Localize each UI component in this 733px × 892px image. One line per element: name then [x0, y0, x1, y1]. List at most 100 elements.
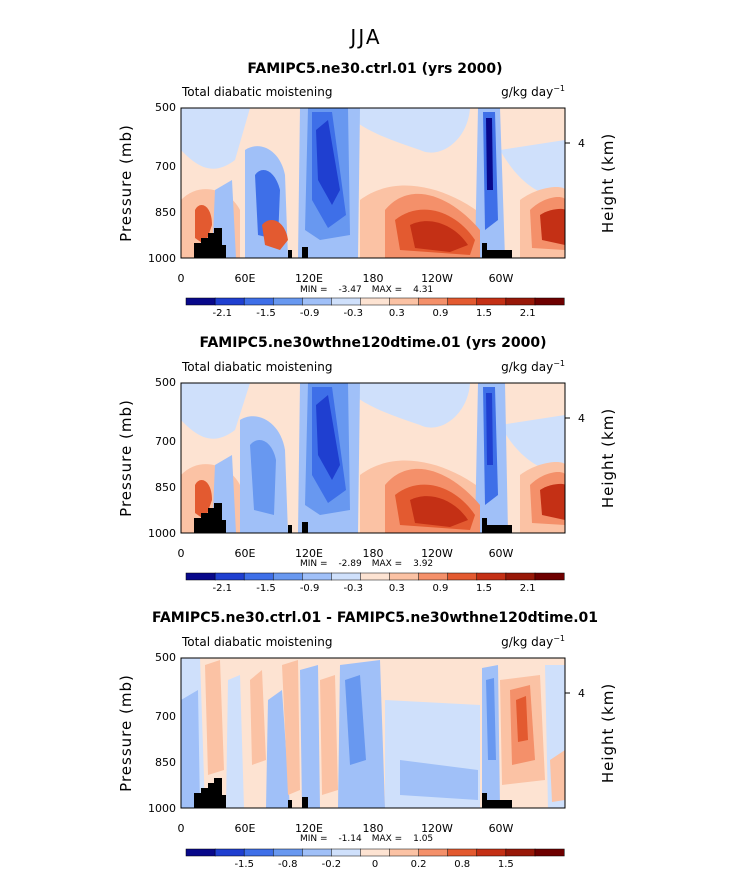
- contour-region: [195, 480, 212, 520]
- colorbar-swatch: [185, 297, 216, 306]
- colorbar-tick-label: 1.5: [476, 583, 492, 594]
- terrain-block: [194, 228, 226, 258]
- terrain-block: [288, 250, 292, 258]
- x-tick-label: 0: [178, 822, 185, 835]
- min-max-label: MIN = -1.14 MAX = 1.05: [300, 834, 433, 844]
- colorbar: -1.5 -0.8 -0.2 0 0.2 0.8 1.5: [185, 848, 565, 870]
- colorbar-tick-label: 0.2: [411, 859, 427, 870]
- x-tick-label: 60W: [489, 547, 514, 560]
- terrain-block: [302, 522, 308, 533]
- colorbar-tick-label: -2.1: [213, 308, 233, 319]
- colorbar-tick-label: 1.5: [498, 859, 514, 870]
- colorbar-tick-label: 1.5: [476, 308, 492, 319]
- y-tick-label: 850: [155, 206, 176, 219]
- field-label: Total diabatic moistening: [181, 85, 332, 99]
- colorbar-swatch: [360, 572, 391, 581]
- contour-region: [181, 383, 250, 439]
- colorbar-tick-label: 0.9: [432, 583, 448, 594]
- colorbar-swatch: [505, 297, 536, 306]
- contour-region: [345, 675, 366, 765]
- colorbar-tick-label: -2.1: [213, 583, 233, 594]
- colorbar-swatch: [418, 848, 449, 857]
- contour-region: [400, 760, 478, 800]
- contour-region: [195, 205, 212, 245]
- y2-tick-label: 4: [578, 687, 585, 700]
- colorbar-swatch: [214, 848, 245, 857]
- colorbar-tick-label: 0.3: [389, 308, 405, 319]
- panel-title: FAMIPC5.ne30.ctrl.01 (yrs 2000): [247, 61, 502, 77]
- colorbar-swatch: [214, 572, 245, 581]
- colorbar-swatch: [272, 848, 303, 857]
- y-tick-label: 500: [155, 101, 176, 114]
- contour-region: [181, 108, 250, 169]
- topography-mask: [194, 228, 512, 258]
- units-label: g/kg day−1: [501, 84, 565, 99]
- axes: 500 700 850 1000 4 0 60E 120E 180 120W 6…: [117, 101, 617, 295]
- y-axis-label: Pressure (mb): [117, 674, 135, 792]
- colorbar-tick-label: -1.5: [256, 583, 276, 594]
- contour-region: [410, 221, 468, 252]
- field-label: Total diabatic moistening: [181, 360, 332, 374]
- plot-frame: [180, 657, 566, 809]
- colorbar-swatch: [534, 572, 565, 581]
- contour-region: [540, 483, 565, 520]
- colorbar-swatch: [447, 297, 478, 306]
- colorbar-swatch: [476, 572, 507, 581]
- panel-difference: FAMIPC5.ne30.ctrl.01 - FAMIPC5.ne30wthne…: [117, 610, 617, 870]
- panel-experiment: FAMIPC5.ne30wthne120dtime.01 (yrs 2000) …: [117, 335, 617, 594]
- x-tick-label: 60W: [489, 272, 514, 285]
- colorbar-tick-label: 0.3: [389, 583, 405, 594]
- colorbar: -2.1 -1.5 -0.9 -0.3 0.3 0.9 1.5 2.1: [185, 572, 565, 594]
- colorbar-swatch: [214, 297, 245, 306]
- colorbar-swatch: [302, 297, 332, 306]
- colorbar-swatch: [302, 572, 332, 581]
- colorbar-tick-label: -1.5: [256, 308, 276, 319]
- y-tick-label: 700: [155, 160, 176, 173]
- y-tick-label: 700: [155, 710, 176, 723]
- colorbar-swatch: [331, 572, 362, 581]
- y-tick-label: 500: [155, 651, 176, 664]
- contour-region: [500, 140, 565, 200]
- colorbar-swatch: [243, 848, 274, 857]
- colorbar-swatch: [447, 572, 478, 581]
- x-tick-label: 180: [363, 822, 384, 835]
- colorbar-swatch: [331, 848, 362, 857]
- colorbar-tick-label: -1.5: [234, 859, 254, 870]
- page-title: JJA: [348, 25, 381, 49]
- terrain-block: [482, 800, 512, 808]
- colorbar-swatch: [243, 297, 274, 306]
- colorbar-swatch: [447, 848, 478, 857]
- contour-region: [205, 660, 224, 775]
- contour-region: [550, 750, 565, 802]
- x-tick-label: 180: [363, 547, 384, 560]
- x-tick-label: 120E: [295, 272, 323, 285]
- colorbar-swatch: [272, 572, 303, 581]
- y2-tick-label: 4: [578, 137, 585, 150]
- colorbar-swatch: [243, 572, 274, 581]
- colorbar-tick-label: -0.8: [278, 859, 298, 870]
- contour-region: [340, 383, 470, 428]
- colorbar-swatch: [272, 297, 303, 306]
- terrain-block: [288, 525, 292, 533]
- y-tick-label: 1000: [148, 252, 176, 265]
- colorbar-tick-label: 2.1: [520, 308, 536, 319]
- colorbar-tick-label: 2.1: [520, 583, 536, 594]
- x-tick-label: 60E: [235, 272, 256, 285]
- colorbar-swatch: [360, 848, 391, 857]
- colorbar-swatch: [418, 297, 449, 306]
- colorbar-tick-label: 0.9: [432, 308, 448, 319]
- terrain-block: [194, 503, 226, 533]
- colorbar-swatch: [302, 848, 332, 857]
- colorbar-tick-label: -0.2: [322, 859, 342, 870]
- colorbar-swatch: [331, 297, 362, 306]
- contour-region: [486, 678, 496, 760]
- y-tick-label: 700: [155, 435, 176, 448]
- colorbar-tick-label: -0.9: [300, 308, 320, 319]
- units-label: g/kg day−1: [501, 634, 565, 649]
- heatmap-plot: [180, 107, 566, 259]
- topography-mask: [194, 778, 512, 808]
- x-tick-label: 60W: [489, 822, 514, 835]
- y-axis-label: Pressure (mb): [117, 399, 135, 517]
- y-tick-label: 500: [155, 376, 176, 389]
